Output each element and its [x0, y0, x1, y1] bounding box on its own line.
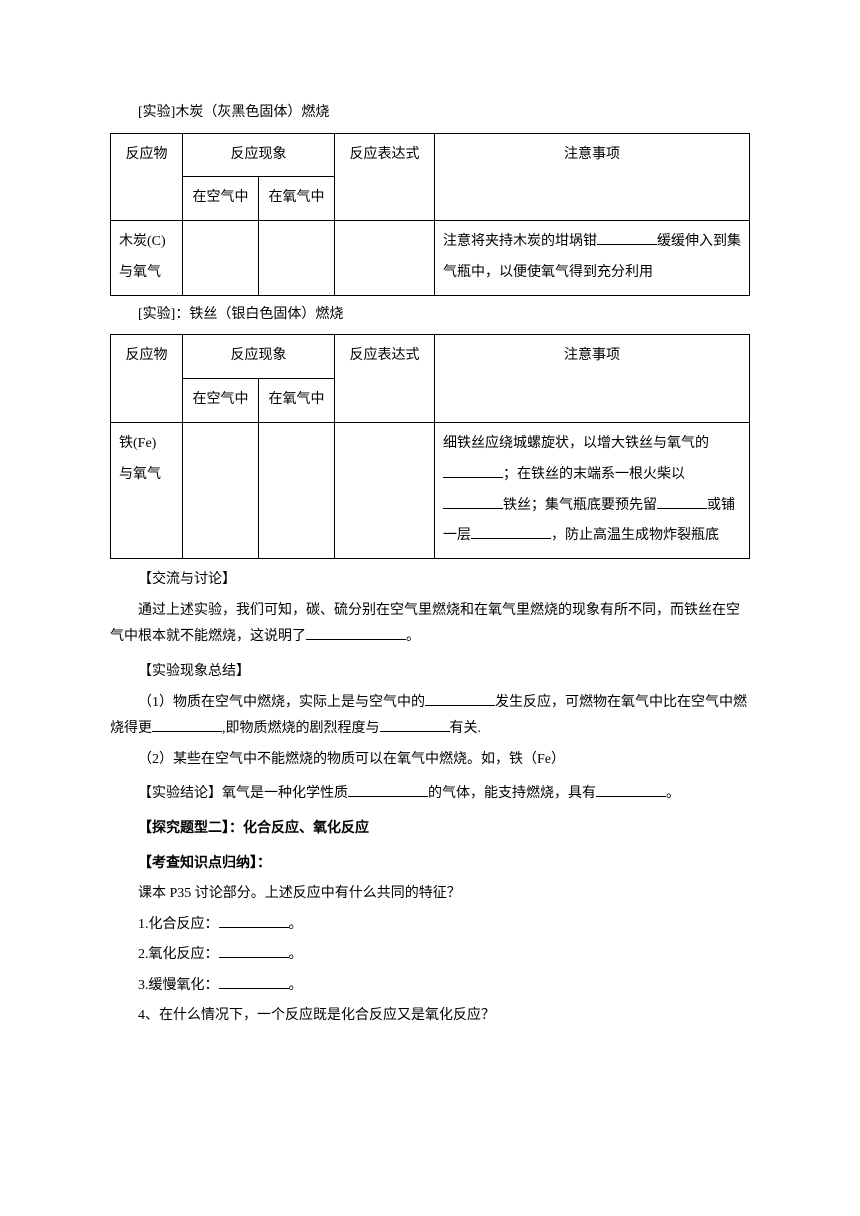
cell-notes: 注意将夹持木炭的坩埚钳缓缓伸入到集气瓶中，以便使氧气得到充分利用: [435, 221, 750, 296]
table-row: 铁(Fe) 与氧气 细铁丝应绕城螺旋状，以增大铁丝与氧气的 ；在铁丝的末端系一根火…: [111, 422, 750, 558]
reactant-text: 铁(Fe): [119, 436, 156, 451]
knowledge-item1: 1.化合反应： 。: [110, 912, 750, 939]
experiment2-table: 反应物 反应现象 反应表达式 注意事项 在空气中 在氧气中 铁(Fe) 与氧气 …: [110, 334, 750, 559]
blank-field[interactable]: [306, 626, 406, 640]
explore-text: ：化合反应、氧化反应: [229, 821, 369, 836]
text-span: 。: [289, 917, 303, 932]
discussion-text: 通过上述实验，我们可知，碳、硫分别在空气里燃烧和在氧气里燃烧的现象有所不同，而铁…: [110, 598, 750, 651]
cell-in-oxygen: [259, 221, 335, 296]
blank-field[interactable]: [443, 464, 503, 478]
blank-field[interactable]: [380, 718, 450, 732]
text-span: 1.化合反应：: [138, 917, 219, 932]
header-reactant: 反应物: [111, 335, 183, 423]
cell-expression: [335, 221, 435, 296]
header-reactant: 反应物: [111, 133, 183, 221]
notes-text: 注意将夹持木炭的坩埚钳: [443, 234, 597, 249]
notes-text: 铁丝；集气瓶底要预先留: [503, 498, 657, 513]
header-in-oxygen: 在氧气中: [259, 379, 335, 423]
conclusion-heading: 【实验结论】: [138, 786, 222, 801]
summary-item2: （2）某些在空气中不能燃烧的物质可以在氧气中燃烧。如，铁（Fe）: [110, 747, 750, 774]
cell-notes: 细铁丝应绕城螺旋状，以增大铁丝与氧气的 ；在铁丝的末端系一根火柴以铁丝；集气瓶底要…: [435, 422, 750, 558]
notes-text: ，防止高温生成物炸裂瓶底: [551, 528, 719, 543]
blank-field[interactable]: [597, 231, 657, 245]
table-row: 反应物 反应现象 反应表达式 注意事项: [111, 133, 750, 177]
header-phenomenon: 反应现象: [183, 133, 335, 177]
notes-text: 细铁丝应绕城螺旋状，以增大铁丝与氧气的: [443, 436, 709, 451]
header-in-air: 在空气中: [183, 379, 259, 423]
text-span: 有关.: [450, 721, 482, 736]
knowledge-intro: 课本 P35 讨论部分。上述反应中有什么共同的特征？: [110, 881, 750, 908]
reactant-text: 木炭(C): [119, 234, 166, 249]
cell-expression: [335, 422, 435, 558]
reactant-text: 与氧气: [119, 265, 161, 280]
header-expression: 反应表达式: [335, 133, 435, 221]
cell-in-air: [183, 221, 259, 296]
blank-field[interactable]: [219, 944, 289, 958]
text-span: 通过上述实验，我们可知，碳、硫分别在空气里燃烧和在氧气里燃烧的现象有所不同，而铁…: [110, 603, 740, 645]
notes-text: ；在铁丝的末端系一根火柴以: [503, 467, 685, 482]
cell-in-air: [183, 422, 259, 558]
text-span: 的气体，能支持燃烧，具有: [428, 786, 596, 801]
knowledge-heading-text: 【考查知识点归纳】: [138, 856, 257, 871]
reactant-text: 与氧气: [119, 467, 161, 482]
text-span: 。: [666, 786, 680, 801]
blank-field[interactable]: [657, 495, 707, 509]
cell-in-oxygen: [259, 422, 335, 558]
text-span: 。: [406, 629, 420, 644]
text-span: （1）物质在空气中燃烧，实际上是与空气中的: [138, 695, 425, 710]
header-in-oxygen: 在氧气中: [259, 177, 335, 221]
blank-field[interactable]: [425, 692, 495, 706]
knowledge-item3: 3.缓慢氧化： 。: [110, 973, 750, 1000]
table-row: 木炭(C) 与氧气 注意将夹持木炭的坩埚钳缓缓伸入到集气瓶中，以便使氧气得到充分…: [111, 221, 750, 296]
blank-field[interactable]: [152, 718, 222, 732]
blank-field[interactable]: [471, 525, 551, 539]
header-in-air: 在空气中: [183, 177, 259, 221]
header-expression: 反应表达式: [335, 335, 435, 423]
cell-reactant: 铁(Fe) 与氧气: [111, 422, 183, 558]
knowledge-heading: 【考查知识点归纳】：: [110, 851, 750, 878]
experiment2-title: [实验]：铁丝（银白色固体）燃烧: [110, 302, 750, 329]
text-span: 3.缓慢氧化：: [138, 978, 219, 993]
header-phenomenon: 反应现象: [183, 335, 335, 379]
blank-field[interactable]: [219, 914, 289, 928]
header-notes: 注意事项: [435, 133, 750, 221]
text-span: 。: [289, 947, 303, 962]
table-row: 反应物 反应现象 反应表达式 注意事项: [111, 335, 750, 379]
text-span: 。: [289, 978, 303, 993]
knowledge-item2: 2.氧化反应： 。: [110, 942, 750, 969]
summary-item1: （1）物质在空气中燃烧，实际上是与空气中的发生反应，可燃物在氧气中比在空气中燃烧…: [110, 690, 750, 743]
explore-heading: 【探究题型二】: [138, 821, 229, 836]
summary-heading: 【实验现象总结】: [110, 659, 750, 686]
text-span: ,即物质燃烧的剧烈程度与: [222, 721, 380, 736]
text-span: 氧气是一种化学性质: [222, 786, 348, 801]
blank-field[interactable]: [348, 783, 428, 797]
experiment1-table: 反应物 反应现象 反应表达式 注意事项 在空气中 在氧气中 木炭(C) 与氧气 …: [110, 133, 750, 296]
cell-reactant: 木炭(C) 与氧气: [111, 221, 183, 296]
blank-field[interactable]: [596, 783, 666, 797]
header-notes: 注意事项: [435, 335, 750, 423]
blank-field[interactable]: [443, 495, 503, 509]
experiment1-title: [实验]木炭（灰黑色固体）燃烧: [110, 100, 750, 127]
colon: ：: [257, 856, 271, 871]
explore: 【探究题型二】：化合反应、氧化反应: [110, 816, 750, 843]
knowledge-item4: 4、在什么情况下，一个反应既是化合反应又是氧化反应？: [110, 1003, 750, 1030]
conclusion: 【实验结论】氧气是一种化学性质 的气体，能支持燃烧，具有 。: [110, 781, 750, 808]
discussion-heading: 【交流与讨论】: [110, 567, 750, 594]
text-span: 2.氧化反应：: [138, 947, 219, 962]
blank-field[interactable]: [219, 975, 289, 989]
